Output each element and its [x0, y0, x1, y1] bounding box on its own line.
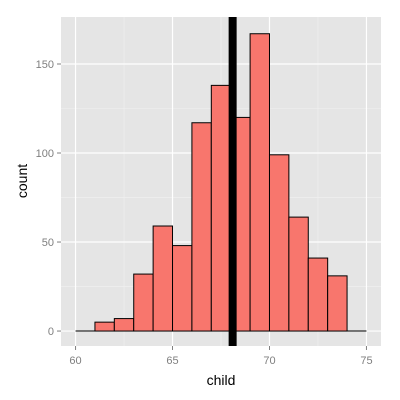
x-tick-label: 70 — [263, 355, 275, 367]
x-axis-title: child — [207, 372, 236, 388]
histogram-bar — [113, 318, 135, 332]
histogram-bar — [191, 122, 212, 332]
x-axis-ticks: 60 65 70 75 — [69, 346, 373, 367]
histogram-bar — [268, 154, 290, 332]
histogram-bar — [133, 273, 154, 332]
histogram-bar — [327, 275, 348, 332]
y-tick-label: 100 — [36, 148, 54, 160]
y-tick-label: 150 — [36, 59, 54, 71]
histogram-bar — [172, 245, 193, 332]
x-tick-label: 60 — [69, 355, 81, 367]
x-tick-label: 75 — [360, 355, 372, 367]
y-tick-label: 50 — [42, 237, 54, 249]
histogram-bar — [94, 321, 115, 332]
y-axis-title: count — [14, 164, 30, 198]
histogram-bar — [307, 257, 329, 332]
histogram-bar — [210, 84, 232, 332]
histogram-bar — [288, 216, 309, 332]
histogram-bar — [249, 33, 270, 332]
y-tick-label: 0 — [48, 326, 54, 338]
x-tick-label: 65 — [166, 355, 178, 367]
histogram-bar — [152, 225, 174, 332]
y-axis-ticks: 0 50 100 150 — [36, 59, 61, 338]
